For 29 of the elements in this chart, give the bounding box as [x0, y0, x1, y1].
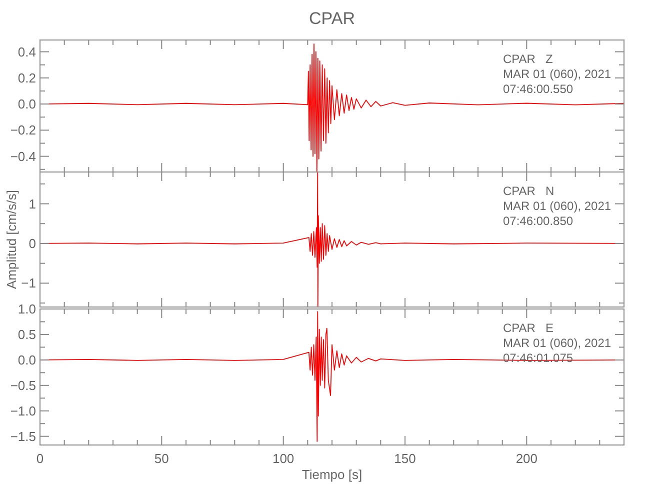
- x-tick-label: 100: [272, 451, 294, 466]
- annotation: 07:46:00.850: [503, 214, 574, 228]
- y-tick-label: 0.4: [18, 44, 36, 60]
- annotation: MAR 01 (060), 2021: [503, 67, 612, 81]
- x-tick-label: 50: [154, 451, 169, 466]
- x-tick-label: 200: [516, 451, 538, 466]
- x-axis-title: Tiempo [s]: [302, 467, 362, 482]
- annotation: CPAR E: [503, 321, 554, 335]
- y-tick-label: 1.0: [18, 302, 36, 317]
- y-tick-label: −0.2: [10, 122, 36, 138]
- y-tick-label: 1: [28, 196, 36, 212]
- y-tick-label: −1.5: [10, 428, 36, 444]
- y-tick-label: −0.4: [10, 148, 36, 164]
- annotation: CPAR N: [503, 184, 554, 198]
- annotation: CPAR Z: [503, 52, 553, 66]
- annotation: 07:46:00.550: [503, 82, 574, 96]
- chart-title: CPAR: [309, 9, 355, 28]
- y-tick-label: 0.5: [18, 327, 36, 342]
- y-tick-label: 0.2: [18, 70, 36, 86]
- y-tick-label: 0.0: [18, 352, 36, 368]
- y-axis-title: Amplitud [cm/s/s]: [4, 190, 19, 289]
- y-tick-label: −0.5: [10, 378, 36, 393]
- y-tick-label: 0.0: [18, 96, 36, 112]
- y-tick-label: −1: [21, 276, 36, 291]
- x-tick-label: 150: [394, 451, 416, 466]
- annotation: MAR 01 (060), 2021: [503, 199, 612, 213]
- y-tick-label: −1.0: [10, 403, 36, 418]
- y-tick-label: 0: [28, 236, 36, 252]
- annotation: MAR 01 (060), 2021: [503, 336, 612, 350]
